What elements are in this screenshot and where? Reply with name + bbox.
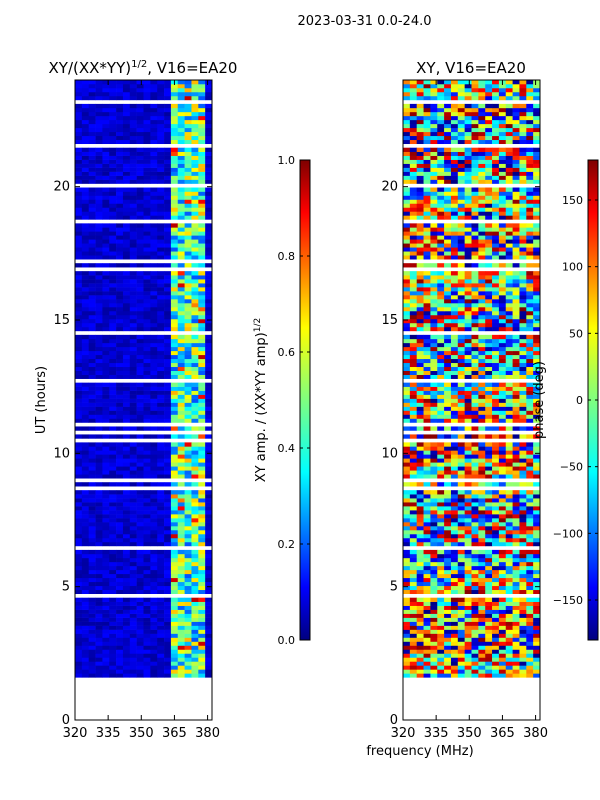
x-tick-label: 350 [129, 726, 154, 741]
y-tick-label: 15 [381, 313, 398, 328]
phase-heatmap [403, 80, 541, 678]
y-tick-label: 5 [62, 580, 70, 595]
colorbar-tick-label: −100 [553, 527, 583, 540]
colorbar-tick-label: 1.0 [278, 154, 296, 167]
y-tick-label: 20 [381, 180, 398, 195]
amplitude-y-axis-label: UT (hours) [34, 366, 49, 434]
x-tick-label: 320 [391, 726, 416, 741]
amplitude-title-main: XY/(XX*YY) [49, 59, 132, 77]
amplitude-title-suffix: , V16=EA20 [147, 59, 237, 77]
x-tick-label: 380 [523, 726, 548, 741]
amplitude-colorbar-ticks: 0.0 0.2 0.4 0.6 0.8 1.0 [278, 154, 310, 647]
x-tick-label: 365 [162, 726, 187, 741]
amplitude-colorbar-label-main: XY amp. / (XX*YY amp) [254, 332, 269, 482]
amplitude-colorbar-label-exponent: 1/2 [253, 318, 263, 332]
amplitude-axes: 320 335 350 365 380 0 5 10 15 20 [53, 80, 220, 741]
phase-axes: 320 335 350 365 380 0 5 10 15 20 [381, 80, 548, 741]
x-tick-label: 335 [96, 726, 121, 741]
x-tick-label: 380 [195, 726, 220, 741]
colorbar-tick-label: 0.8 [278, 250, 296, 263]
y-tick-label: 0 [390, 713, 398, 728]
colorbar-tick-label: 150 [562, 194, 583, 207]
colorbar-tick-label: 0.2 [278, 538, 296, 551]
phase-colorbar-label: phase (deg) [532, 361, 547, 439]
y-tick-label: 10 [381, 446, 398, 461]
x-tick-label: 350 [457, 726, 482, 741]
amplitude-chart-title: XY/(XX*YY)1/2, V16=EA20 [49, 59, 238, 77]
colorbar-tick-label: 100 [562, 261, 583, 274]
amplitude-title-exponent: 1/2 [131, 59, 147, 70]
x-tick-label: 365 [490, 726, 515, 741]
y-tick-label: 15 [53, 313, 70, 328]
y-tick-label: 10 [53, 446, 70, 461]
y-tick-label: 0 [62, 713, 70, 728]
colorbar-tick-label: 0.4 [278, 442, 296, 455]
phase-chart-title: XY, V16=EA20 [416, 59, 526, 77]
phase-plot-frame [402, 79, 541, 721]
colorbar-tick-label: 50 [569, 327, 583, 340]
amplitude-plot-frame [74, 79, 213, 721]
y-tick-label: 5 [390, 580, 398, 595]
x-tick-label: 320 [63, 726, 88, 741]
colorbar-tick-label: −50 [560, 461, 583, 474]
frequency-x-axis-label: frequency (MHz) [366, 744, 473, 759]
colorbar-tick-label: 0 [576, 394, 583, 407]
colorbar-tick-label: 0.6 [278, 346, 296, 359]
colorbar-tick-label: −150 [553, 594, 583, 607]
figure-suptitle: 2023-03-31 0.0-24.0 [297, 14, 432, 29]
colorbar-tick-label: 0.0 [278, 634, 296, 647]
y-tick-label: 20 [53, 180, 70, 195]
amplitude-colorbar [299, 159, 311, 641]
x-tick-label: 335 [424, 726, 449, 741]
phase-colorbar-ticks: −150 −100 −50 0 50 100 150 [553, 194, 598, 607]
amplitude-colorbar-label: XY amp. / (XX*YY amp)1/2 [253, 318, 269, 482]
amplitude-heatmap [75, 80, 213, 678]
